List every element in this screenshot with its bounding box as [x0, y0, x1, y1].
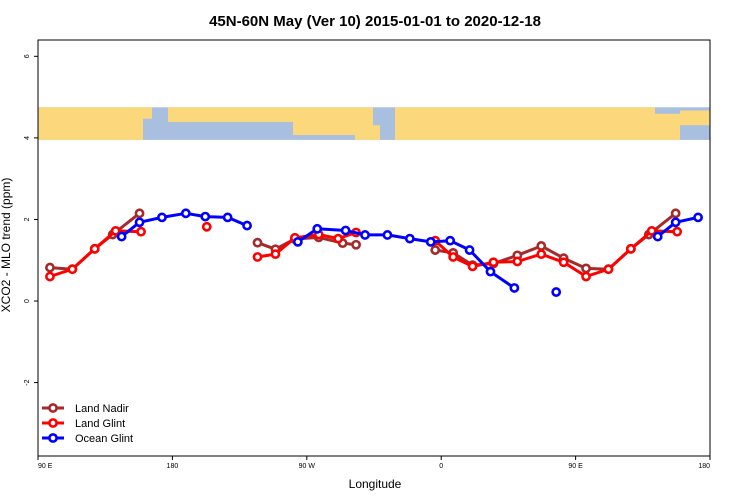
y-tick-label: 0 [24, 299, 31, 303]
x-tick-label: 90 E [38, 463, 53, 470]
data-point [430, 245, 441, 255]
data-point [404, 233, 415, 244]
legend-label: Land Nadir [75, 403, 129, 415]
data-point [625, 243, 636, 254]
legend-marker [48, 403, 58, 413]
y-tick-label: -2 [24, 379, 31, 385]
data-point [448, 252, 459, 262]
data-point [536, 249, 547, 260]
data-point [157, 212, 167, 223]
data-point [312, 223, 323, 234]
y-tick-label: 2 [24, 217, 31, 221]
data-point [89, 243, 100, 254]
data-point [558, 257, 569, 268]
x-tick-label: 90 E [568, 463, 583, 470]
data-point [646, 225, 657, 236]
data-point [136, 226, 146, 237]
chart-title: 45N-60N May (Ver 10) 2015-01-01 to 2020-… [209, 13, 541, 30]
legend-marker [48, 433, 58, 443]
data-point [382, 230, 393, 240]
data-point [360, 230, 370, 240]
legend-marker [48, 418, 58, 428]
x-tick-label: 0 [439, 463, 443, 470]
legend-label: Land Glint [75, 418, 125, 430]
map-land [168, 107, 293, 122]
data-point [45, 262, 55, 273]
map-land [680, 110, 710, 126]
data-point [509, 283, 520, 293]
data-point [488, 257, 499, 268]
map-land [134, 107, 152, 119]
data-point [670, 208, 681, 219]
data-point [200, 211, 211, 222]
data-point [242, 220, 252, 231]
data-point [110, 225, 121, 236]
data-point [351, 239, 361, 250]
data-point [333, 233, 344, 244]
data-point [292, 236, 303, 247]
map-land [355, 125, 380, 140]
data-point [467, 261, 478, 272]
data-point [670, 217, 681, 228]
data-point [581, 271, 591, 282]
data-point [464, 245, 475, 255]
data-point [134, 217, 145, 228]
data-point [45, 271, 55, 282]
y-axis-label: XCO2 - MLO trend (ppm) [0, 178, 13, 313]
data-point [551, 287, 562, 297]
world-map-band [38, 107, 710, 140]
x-tick-label: 180 [698, 463, 710, 470]
x-tick-label: 90 W [299, 463, 316, 470]
data-point [581, 263, 591, 274]
plot-frame [37, 39, 711, 457]
data-point [693, 212, 703, 223]
data-point [340, 225, 351, 236]
axis-ticks: 90 E 180 90 W 0 90 E 180 -2 0 2 4 6 [24, 54, 711, 470]
data-point [485, 266, 496, 277]
x-tick-label: 180 [167, 463, 179, 470]
data-point [134, 208, 145, 219]
data-point [252, 252, 263, 262]
map-land [395, 107, 655, 140]
data-point [201, 221, 212, 232]
legend-label: Ocean Glint [75, 433, 133, 445]
data-point [445, 235, 456, 246]
data-point [252, 237, 263, 248]
data-point [652, 231, 663, 242]
plot-area [45, 208, 703, 297]
data-point [425, 236, 436, 247]
y-tick-label: 4 [24, 136, 31, 140]
data-point [536, 241, 547, 251]
data-point [180, 208, 191, 219]
data-point [512, 256, 523, 267]
legend: Land Nadir Land Glint Ocean Glint [42, 403, 133, 445]
map-land [38, 107, 143, 140]
series-ocean-glint [116, 208, 703, 297]
data-point [67, 264, 78, 275]
x-axis-label: Longitude [349, 477, 402, 491]
map-land [655, 113, 680, 140]
data-point [603, 264, 614, 275]
y-tick-label: 6 [24, 54, 31, 58]
data-point [672, 226, 683, 237]
data-point [270, 249, 281, 260]
data-point [116, 231, 127, 242]
series-line [49, 212, 141, 271]
data-point [222, 212, 233, 223]
